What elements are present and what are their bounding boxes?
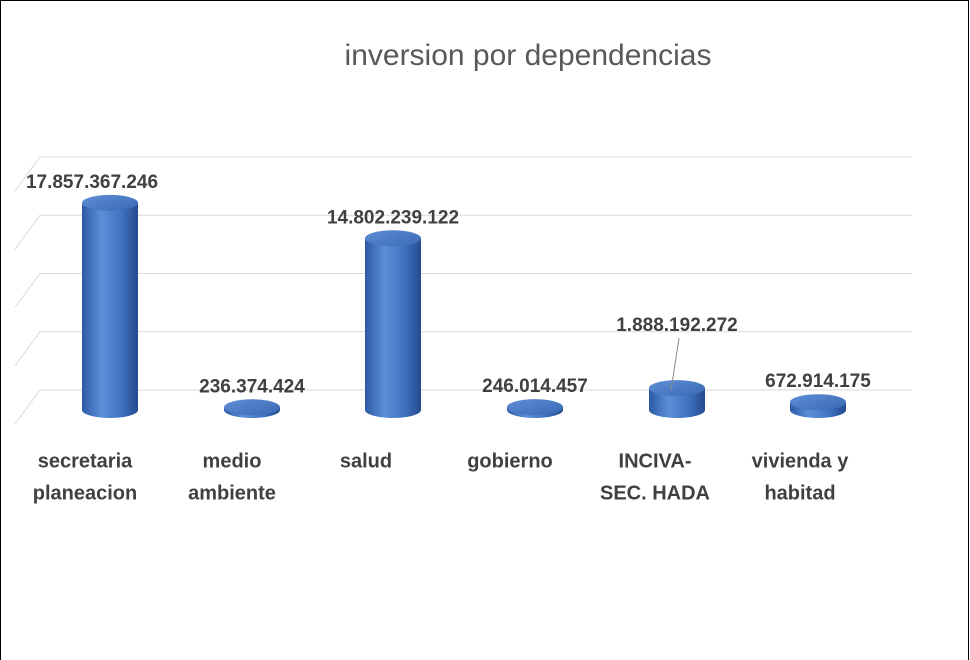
- bar: [365, 230, 421, 418]
- grid-line: [14, 331, 912, 367]
- bar-part: [649, 380, 705, 397]
- bar-part: [365, 238, 421, 418]
- data-label: 17.857.367.246: [26, 172, 158, 193]
- x-tick-label: vivienda y: [752, 450, 850, 472]
- grid-line: [14, 214, 912, 250]
- x-tick-label: planeacion: [33, 482, 137, 504]
- bar: [224, 399, 280, 418]
- bar-part: [790, 394, 846, 411]
- x-tick-label: habitad: [764, 482, 835, 504]
- bar: [82, 194, 138, 418]
- data-label: 672.914.175: [765, 371, 871, 392]
- bar: [790, 394, 846, 418]
- bar-part: [649, 388, 705, 418]
- bar-part: [507, 399, 563, 416]
- data-label: 236.374.424: [199, 376, 305, 397]
- bar-part: [82, 194, 138, 211]
- x-tick-label: secretaria: [38, 450, 133, 472]
- chart-title: inversion por dependencias: [345, 39, 712, 72]
- leader-line: [670, 338, 680, 391]
- grid-line: [14, 273, 912, 308]
- bar-part: [82, 202, 138, 418]
- grid-line: [14, 156, 912, 192]
- grid-line: [14, 389, 912, 425]
- bar: [507, 399, 563, 418]
- bar-part: [365, 230, 421, 247]
- bar-part: [224, 399, 280, 416]
- x-tick-label: SEC. HADA: [600, 482, 710, 504]
- x-tick-label: salud: [340, 450, 392, 472]
- x-tick-label: medio: [203, 450, 262, 472]
- data-label: 246.014.457: [482, 376, 588, 397]
- x-tick-label: ambiente: [188, 482, 276, 504]
- bar: [649, 380, 705, 418]
- data-label: 14.802.239.122: [327, 207, 459, 228]
- x-tick-label: gobierno: [467, 450, 553, 472]
- x-tick-label: INCIVA-: [619, 450, 692, 472]
- data-label: 1.888.192.272: [616, 315, 738, 336]
